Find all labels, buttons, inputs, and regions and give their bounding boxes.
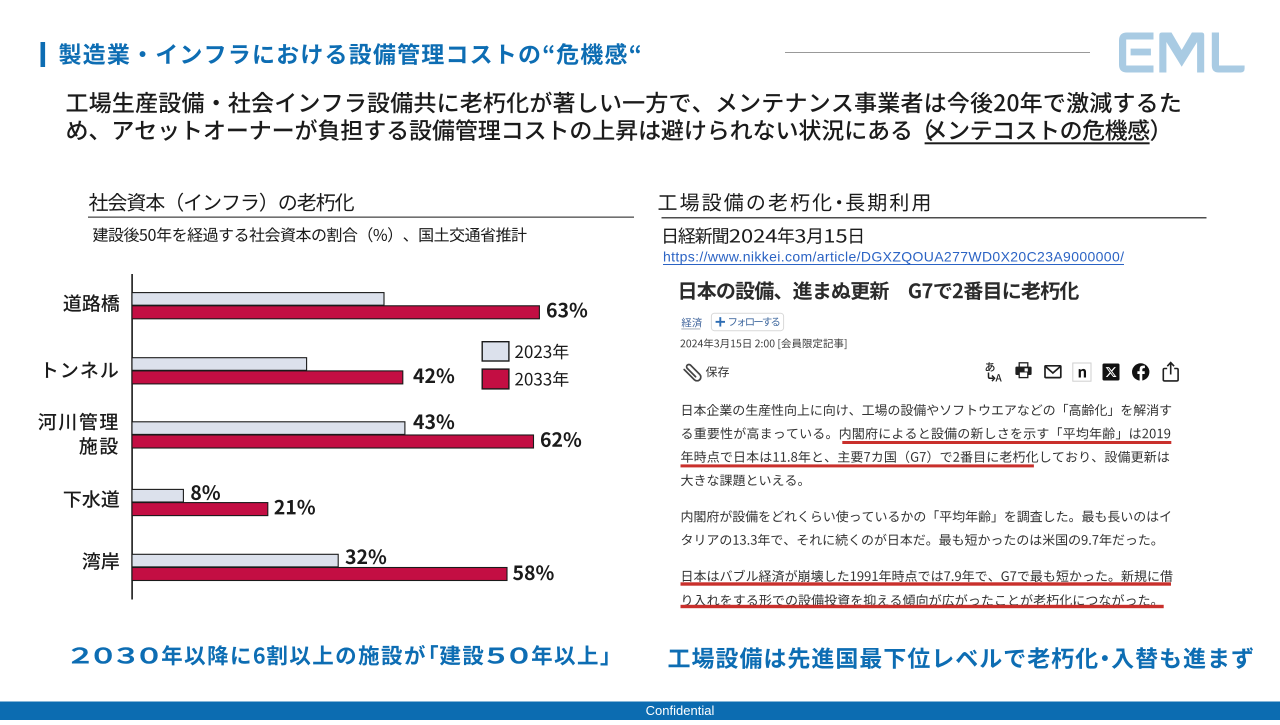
- svg-text:Confidential: Confidential: [646, 703, 715, 718]
- svg-text:https://www.nikkei.com/article: https://www.nikkei.com/article/DGXZQOUA2…: [663, 249, 1124, 265]
